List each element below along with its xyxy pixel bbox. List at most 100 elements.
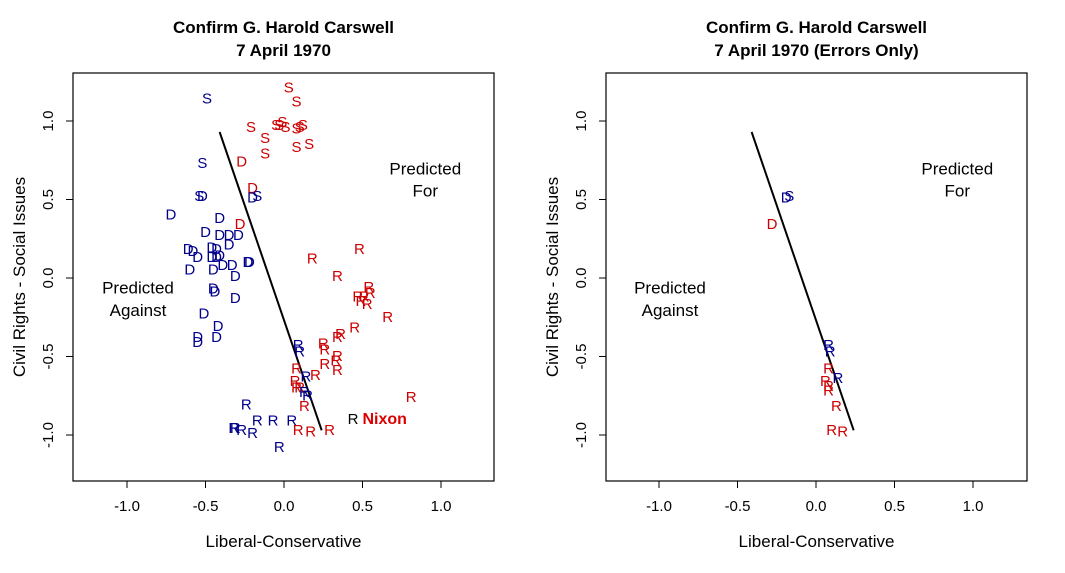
data-point-r: R [406, 389, 417, 406]
data-point-r: R [823, 378, 834, 395]
data-point-s: S [292, 139, 302, 156]
y-tick-label: 1.0 [40, 111, 57, 132]
y-tick-label: 0.5 [40, 189, 57, 210]
data-point-r: R [826, 422, 837, 439]
data-point-s: S [197, 155, 207, 172]
data-point-r: R [247, 425, 258, 442]
x-tick-label: 0.5 [884, 498, 905, 515]
region-label: Predicted Against [634, 279, 706, 320]
data-point-r: R [274, 439, 285, 456]
data-point-d: D [188, 243, 199, 260]
data-point-r: R [363, 279, 374, 296]
data-point-s: S [246, 119, 256, 136]
data-point-r: R [252, 412, 263, 429]
region-label: Predicted Against [102, 279, 174, 320]
data-point-r: R [293, 422, 304, 439]
data-point-d: D [781, 189, 792, 206]
data-point-r: R [299, 398, 310, 415]
region-label-line: Against [642, 301, 699, 320]
data-point-s: S [784, 188, 794, 205]
region-label: Predicted For [921, 159, 993, 200]
data-point-r: R [833, 370, 844, 387]
data-point-s: S [260, 130, 270, 147]
data-point-d: D [206, 249, 217, 266]
x-tick-label: 0.0 [806, 498, 827, 515]
data-point-r: R [335, 326, 346, 343]
y-tick-label: -1.0 [573, 422, 590, 448]
plot-frame [605, 72, 1028, 482]
x-tick-label: -1.0 [114, 498, 140, 515]
x-tick-label: 0.0 [274, 498, 295, 515]
data-point-s: S [271, 117, 281, 134]
data-point-r: R [310, 367, 321, 384]
data-point-d: D [233, 227, 244, 244]
data-point-d: D [217, 257, 228, 274]
data-point-d: D [192, 249, 203, 266]
data-point-r: R [330, 353, 341, 370]
data-point-r: R [382, 309, 393, 326]
region-label: Predicted For [389, 159, 461, 200]
data-point-r: R [362, 296, 373, 313]
data-point-d: D [224, 227, 235, 244]
data-point-d: D [230, 268, 241, 285]
data-point-d: D [211, 249, 222, 266]
data-point-d: D [200, 224, 211, 241]
data-point-r: R [324, 422, 335, 439]
data-point-d: D [247, 189, 258, 206]
data-point-d: D [213, 318, 224, 335]
data-point-d: D [224, 237, 235, 254]
data-point-r: R [268, 412, 279, 429]
data-point-r: R [349, 320, 360, 337]
data-point-r: R [294, 379, 305, 396]
x-axis-label: Liberal-Conservative [206, 532, 362, 551]
data-point-d: D [244, 254, 255, 271]
right-plot-panel: Confirm G. Harold Carswell 7 April 1970 (… [543, 18, 1028, 551]
data-point-r: R [290, 373, 301, 390]
x-tick-label: -0.5 [725, 498, 751, 515]
chart-subtitle: 7 April 1970 (Errors Only) [714, 41, 918, 60]
chart-title: Confirm G. Harold Carswell [173, 18, 394, 37]
data-point-d: D [214, 227, 225, 244]
data-point-r: R [356, 293, 367, 310]
data-point-r: R [299, 384, 310, 401]
data-point-d: D [767, 216, 778, 233]
data-point-r: R [230, 420, 241, 437]
data-point-d: D [208, 262, 219, 279]
data-point-d: D [184, 262, 195, 279]
x-tick-label: 1.0 [431, 498, 452, 515]
data-point-s: S [292, 120, 302, 137]
data-point-r: R [354, 241, 365, 258]
x-tick-label: -1.0 [646, 498, 672, 515]
data-point-r: R [831, 398, 842, 415]
data-point-s: S [281, 119, 291, 136]
data-point-s: S [298, 117, 308, 134]
data-point-d: D [206, 240, 217, 257]
y-tick-label: 0.0 [40, 268, 57, 289]
chart-title: Confirm G. Harold Carswell [706, 18, 927, 37]
data-point-s: S [284, 80, 294, 97]
data-point-r: R [293, 337, 304, 354]
data-point-r: R [319, 342, 330, 359]
y-tick-label: 0.0 [573, 268, 590, 289]
data-point-d: D [235, 216, 246, 233]
data-point-d: D [208, 280, 219, 297]
data-point-r: R [294, 343, 305, 360]
y-tick-label: 0.5 [573, 189, 590, 210]
data-point-d: D [192, 334, 203, 351]
data-point-d: D [211, 329, 222, 346]
data-point-r: R [332, 348, 343, 365]
region-label-line: Predicted [634, 279, 706, 298]
chart-subtitle: 7 April 1970 [236, 41, 331, 60]
data-point-d: D [199, 306, 210, 323]
data-point-r: R [319, 356, 330, 373]
x-tick-label: 0.5 [352, 498, 373, 515]
data-point-s: S [252, 188, 262, 205]
data-point-s: S [292, 94, 302, 111]
region-label-line: Predicted [102, 279, 174, 298]
data-point-r: R [837, 423, 848, 440]
y-tick-label: -0.5 [40, 344, 57, 370]
data-point-d: D [209, 284, 220, 301]
x-axis-label: Liberal-Conservative [739, 532, 895, 551]
data-point-d: D [242, 254, 253, 271]
cutting-line [750, 131, 855, 431]
